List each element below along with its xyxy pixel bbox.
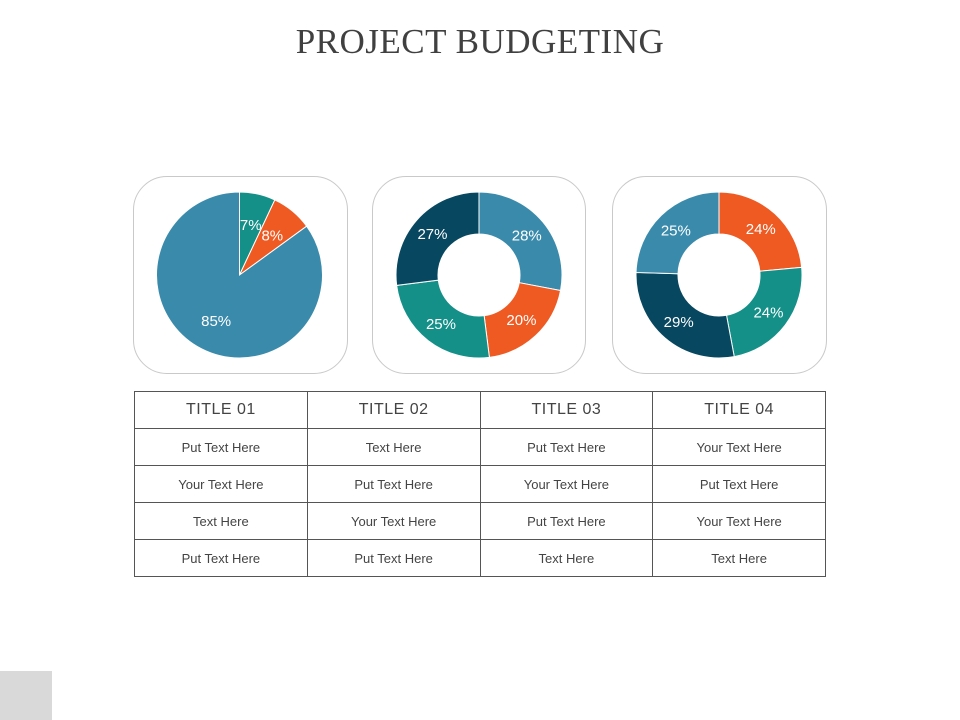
table-cell: Text Here	[652, 539, 826, 577]
table-cell: Your Text Here	[479, 465, 654, 503]
table-row: Put Text Here Put Text Here Text Here Te…	[134, 539, 826, 577]
table-header: TITLE 03	[479, 391, 654, 429]
chart-card-2: 28% 20% 25% 27%	[372, 176, 586, 374]
slice-3	[635, 271, 735, 359]
table-cell: Text Here	[479, 539, 654, 577]
table-cell: Put Text Here	[652, 465, 826, 503]
slice-label-3: 29%	[664, 314, 694, 331]
slice-3	[156, 191, 323, 359]
table-row: Your Text Here Put Text Here Your Text H…	[134, 465, 826, 503]
table-row: Put Text Here Text Here Put Text Here Yo…	[134, 428, 826, 466]
slice-4	[395, 191, 480, 286]
pie-chart-1: 7%8% 85%	[156, 191, 323, 359]
slice-label-3: 85%	[201, 313, 231, 330]
table-cell: Your Text Here	[652, 502, 826, 540]
slice-label-4: 25%	[661, 222, 691, 239]
budget-table: TITLE 01 TITLE 02 TITLE 03 TITLE 04 Put …	[134, 391, 826, 577]
slice-label-4: 27%	[417, 226, 447, 243]
table-cell: Put Text Here	[134, 428, 308, 466]
table-cell: Put Text Here	[306, 539, 481, 577]
chart-card-3: 24% 24% 29% 25%	[612, 176, 827, 374]
table-header: TITLE 02	[306, 391, 481, 429]
table-row: Text Here Your Text Here Put Text Here Y…	[134, 502, 826, 540]
table-header-row: TITLE 01 TITLE 02 TITLE 03 TITLE 04	[134, 391, 826, 429]
slice-label-1: 28%	[512, 227, 542, 244]
slice-label-3: 25%	[426, 316, 456, 333]
table-header: TITLE 01	[134, 391, 308, 429]
table-cell: Put Text Here	[134, 539, 308, 577]
slice-label-2: 8%	[261, 227, 283, 244]
table-cell: Your Text Here	[134, 465, 308, 503]
slice-3	[396, 279, 490, 359]
slice-label-1: 24%	[746, 221, 776, 238]
table-cell: Text Here	[134, 502, 308, 540]
table-cell: Your Text Here	[652, 428, 826, 466]
table-cell: Put Text Here	[306, 465, 481, 503]
slice-2	[725, 266, 803, 358]
slice-label-2: 20%	[506, 312, 536, 329]
table-cell: Put Text Here	[479, 428, 654, 466]
table-cell: Your Text Here	[306, 502, 481, 540]
corner-box	[0, 671, 52, 720]
donut-chart-3: 24% 24% 29% 25%	[635, 191, 803, 359]
table-cell: Text Here	[306, 428, 481, 466]
donut-chart-2: 28% 20% 25% 27%	[395, 191, 563, 359]
table-cell: Put Text Here	[479, 502, 654, 540]
slice-1	[478, 191, 563, 292]
slice-1	[718, 191, 803, 272]
slice-label-2: 24%	[753, 304, 783, 321]
table-header: TITLE 04	[652, 391, 826, 429]
chart-card-1: 7% 8% 85%	[133, 176, 348, 374]
slice-label-1: 7%	[240, 217, 262, 234]
slice-4	[635, 191, 720, 275]
page-title: PROJECT BUDGETING	[295, 22, 665, 61]
